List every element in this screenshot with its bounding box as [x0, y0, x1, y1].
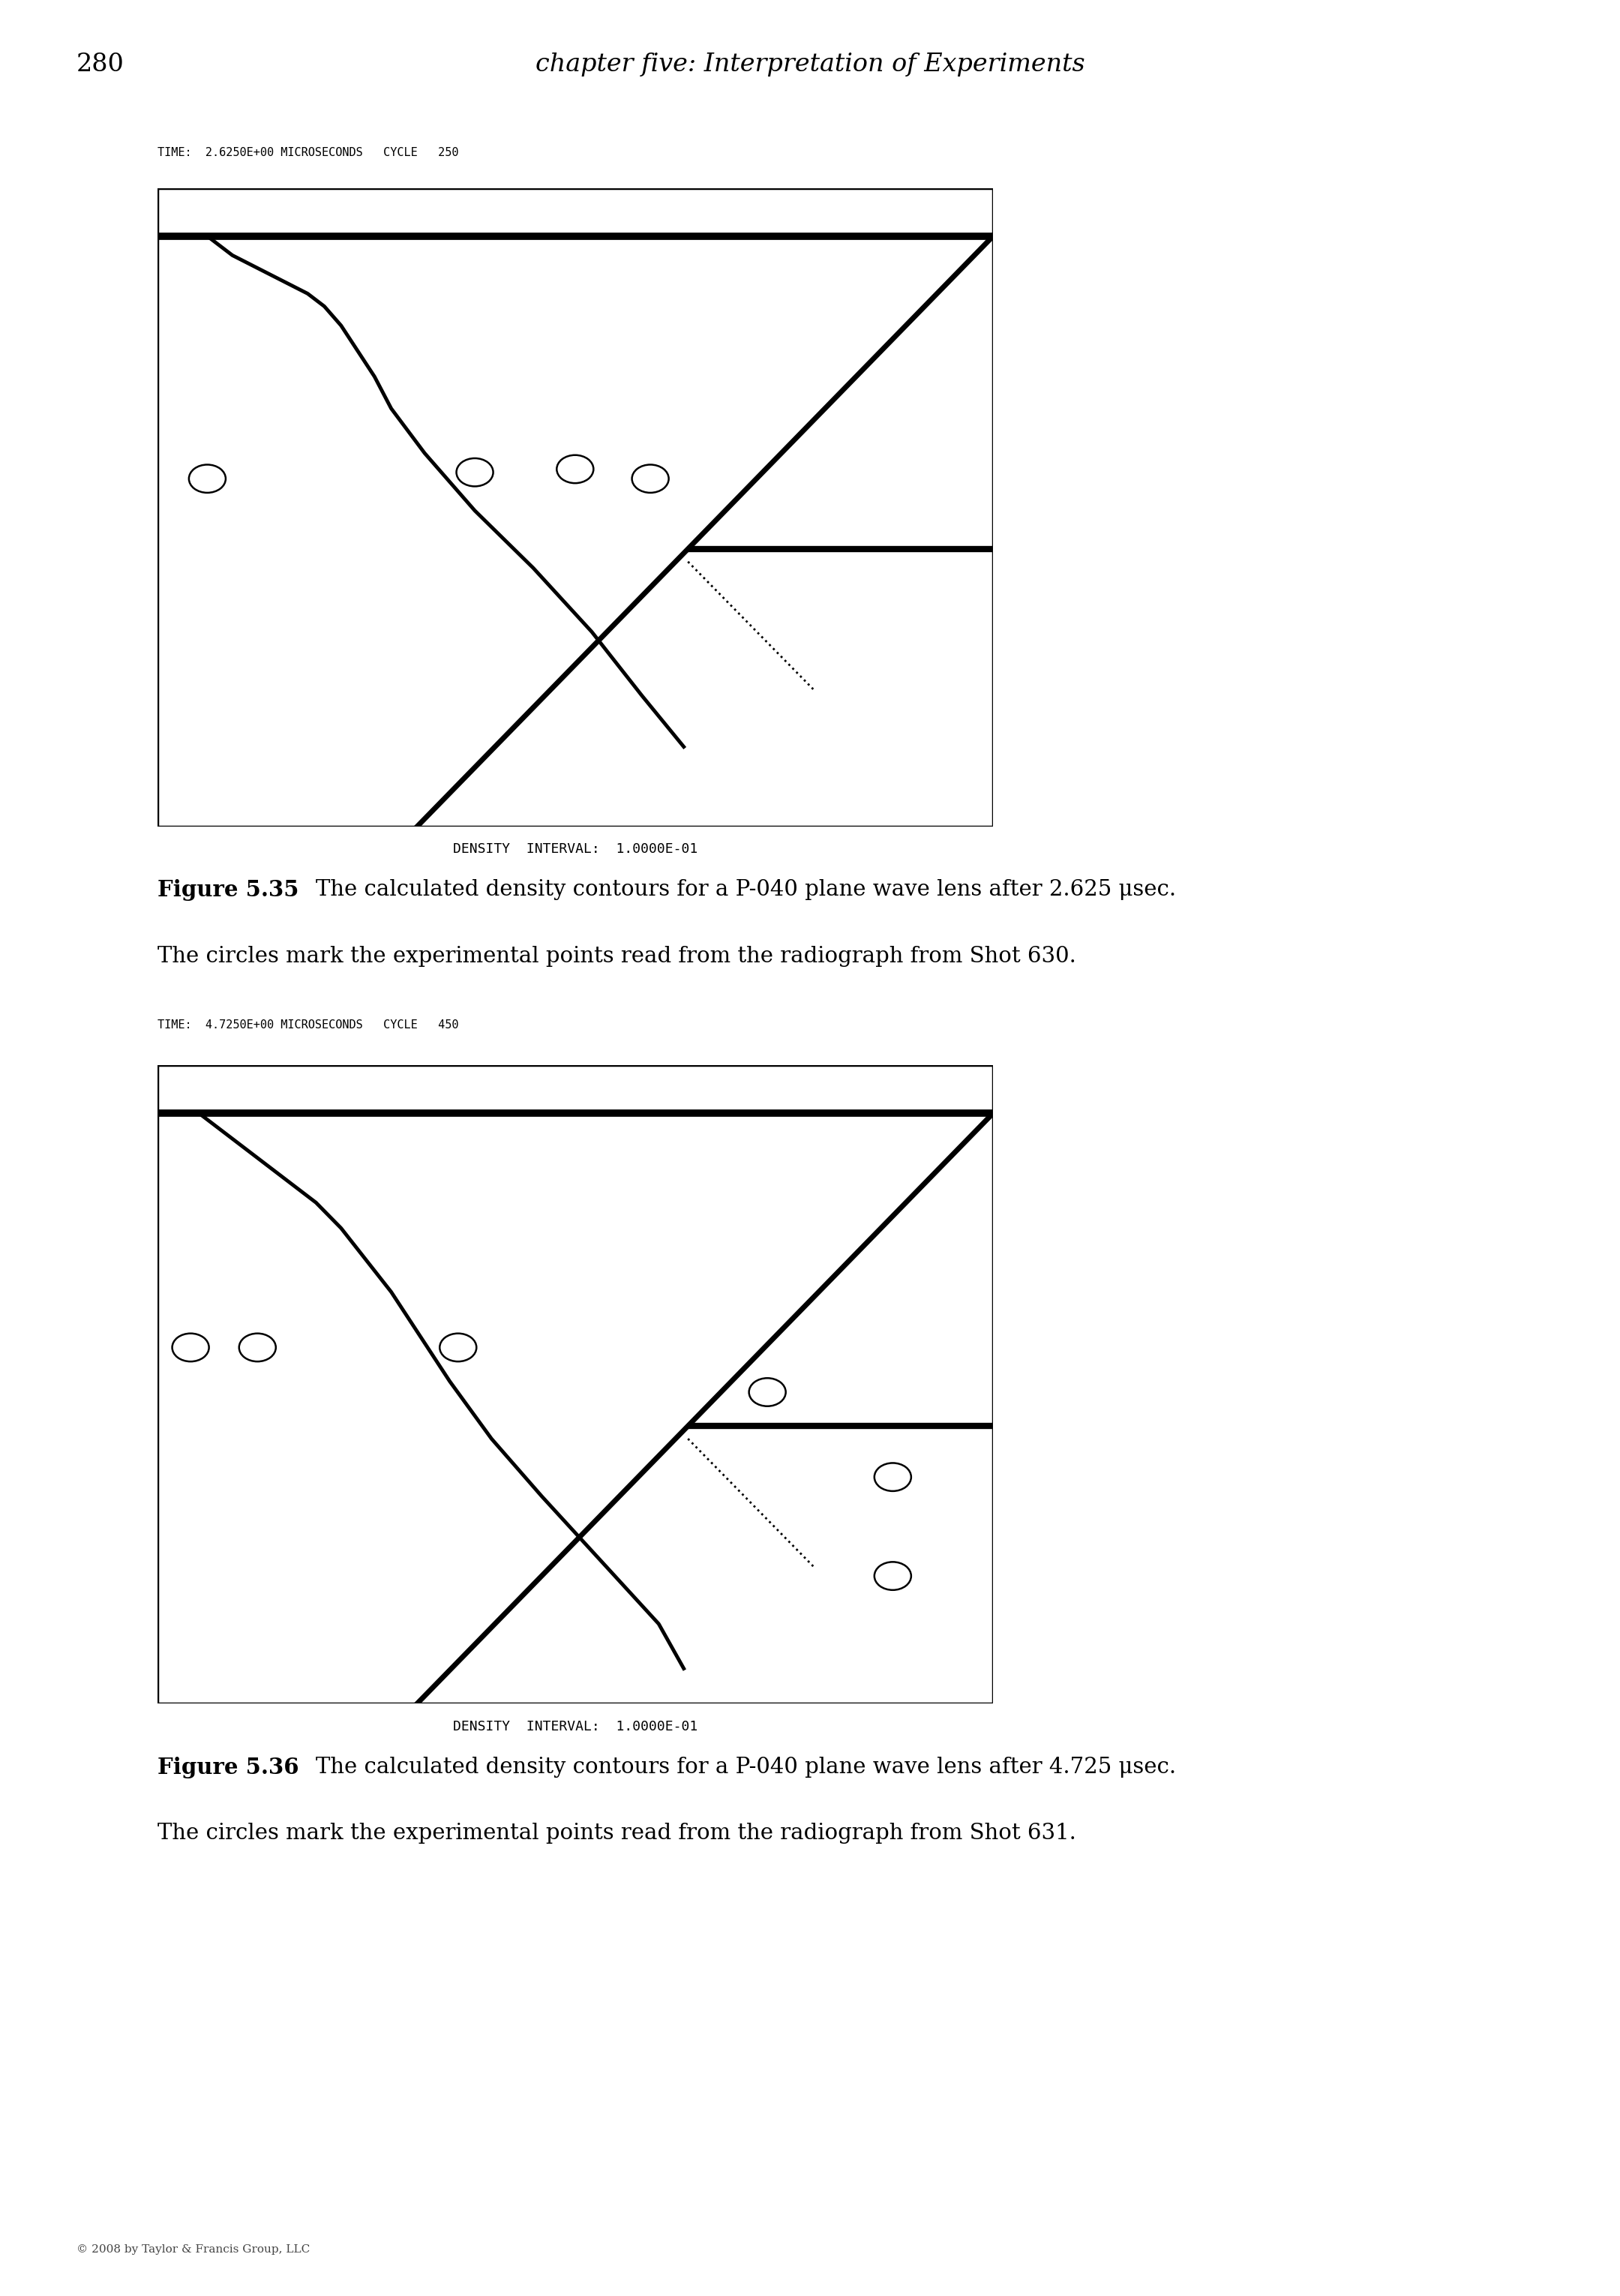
- Text: The calculated density contours for a P-040 plane wave lens after 2.625 μsec.: The calculated density contours for a P-…: [316, 879, 1176, 900]
- Text: Figure 5.36: Figure 5.36: [157, 1756, 298, 1777]
- Text: 280: 280: [76, 53, 125, 76]
- Text: © 2008 by Taylor & Francis Group, LLC: © 2008 by Taylor & Francis Group, LLC: [76, 2243, 309, 2255]
- Text: Figure 5.35: Figure 5.35: [157, 879, 298, 900]
- Text: chapter five: Interpretation of Experiments: chapter five: Interpretation of Experime…: [535, 53, 1085, 76]
- Text: TIME:  4.7250E+00 MICROSECONDS   CYCLE   450: TIME: 4.7250E+00 MICROSECONDS CYCLE 450: [157, 1019, 458, 1031]
- Text: DENSITY  INTERVAL:  1.0000E-01: DENSITY INTERVAL: 1.0000E-01: [452, 1720, 698, 1733]
- Text: TIME:  2.6250E+00 MICROSECONDS   CYCLE   250: TIME: 2.6250E+00 MICROSECONDS CYCLE 250: [157, 147, 458, 158]
- Text: The calculated density contours for a P-040 plane wave lens after 4.725 μsec.: The calculated density contours for a P-…: [316, 1756, 1176, 1777]
- Text: The circles mark the experimental points read from the radiograph from Shot 630.: The circles mark the experimental points…: [157, 946, 1076, 967]
- Text: DENSITY  INTERVAL:  1.0000E-01: DENSITY INTERVAL: 1.0000E-01: [452, 843, 698, 856]
- Text: The circles mark the experimental points read from the radiograph from Shot 631.: The circles mark the experimental points…: [157, 1823, 1076, 1844]
